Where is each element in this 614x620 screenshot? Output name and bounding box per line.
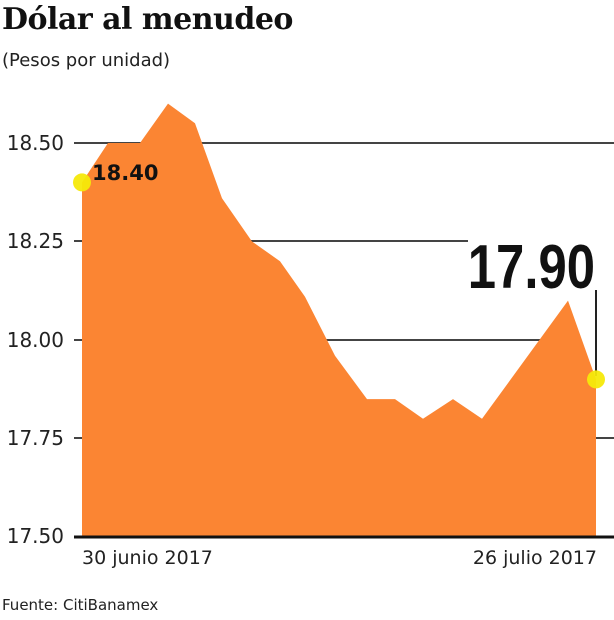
end-value-label: 17.90	[468, 233, 595, 302]
end-point-marker	[587, 370, 605, 389]
y-axis-labels: 18.50 18.25 18.00 17.75 17.50	[7, 131, 64, 548]
start-value-label: 18.40	[92, 161, 158, 185]
x-axis-labels: 30 junio 2017 26 julio 2017	[82, 547, 597, 569]
source-note: Fuente: CitiBanamex	[2, 596, 159, 614]
x-tick-label-start: 30 junio 2017	[82, 547, 213, 569]
x-tick-label-end: 26 julio 2017	[473, 547, 597, 569]
y-tick-label: 17.50	[7, 524, 64, 548]
start-point-marker	[73, 173, 91, 192]
chart-subtitle: (Pesos por unidad)	[2, 50, 171, 71]
y-tick-label: 18.50	[7, 131, 64, 155]
chart-title: Dólar al menudeo	[2, 2, 293, 37]
y-tick-label: 17.75	[7, 426, 64, 450]
area-series	[82, 103, 596, 537]
y-tick-label: 18.00	[7, 328, 64, 352]
y-tick-label: 18.25	[7, 229, 64, 253]
